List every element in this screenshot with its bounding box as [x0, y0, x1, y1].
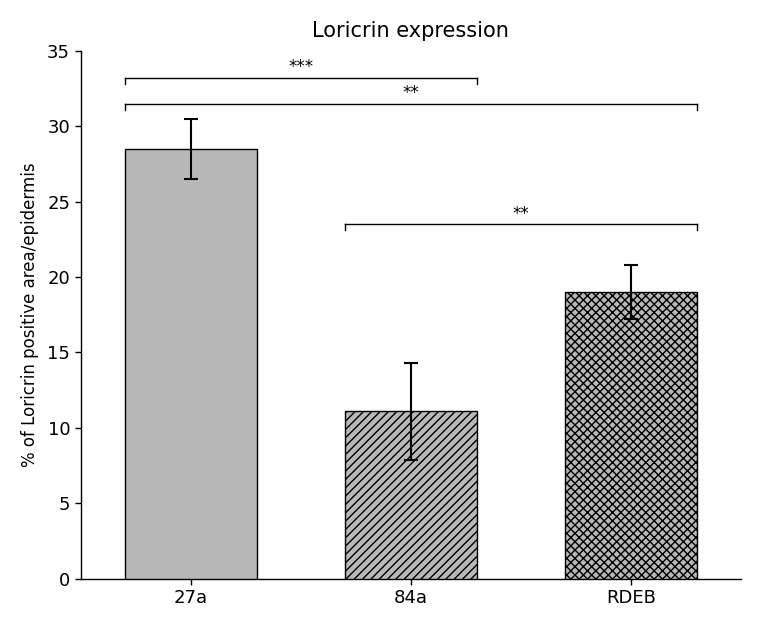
- Bar: [125, 149, 257, 579]
- Text: ***: ***: [288, 58, 313, 77]
- Text: **: **: [402, 84, 419, 102]
- Bar: [565, 292, 697, 579]
- Bar: [345, 411, 477, 579]
- Text: **: **: [513, 205, 530, 223]
- Title: Loricrin expression: Loricrin expression: [312, 21, 509, 41]
- Y-axis label: % of Loricrin positive area/epidermis: % of Loricrin positive area/epidermis: [21, 163, 39, 467]
